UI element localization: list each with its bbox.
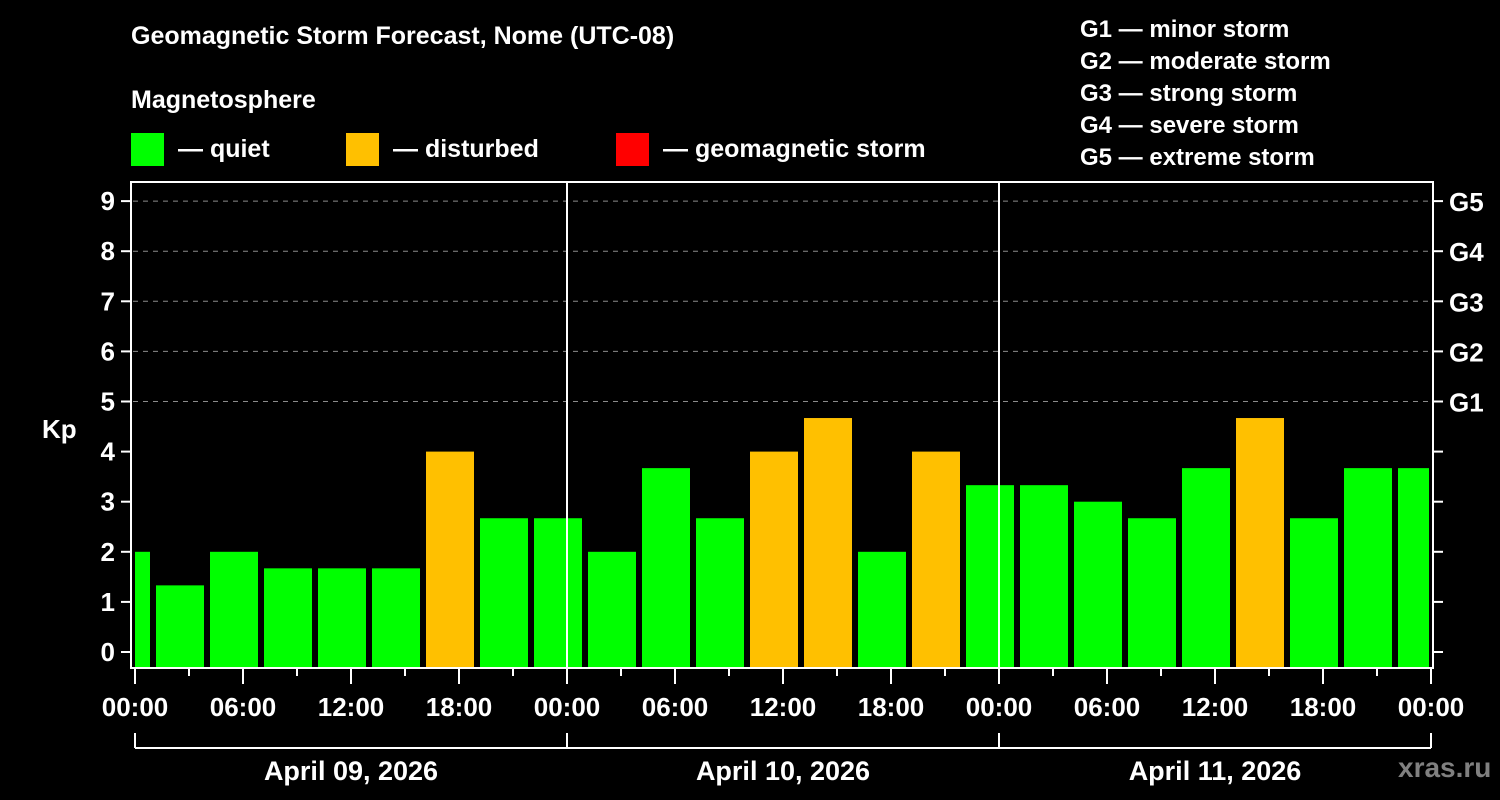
kp-bar <box>912 451 960 667</box>
chart-subtitle: Magnetosphere <box>131 86 316 114</box>
x-tick-label: 00:00 <box>1398 692 1465 722</box>
g-level-label: G5 <box>1449 187 1484 217</box>
kp-bar <box>1074 501 1122 667</box>
x-tick-label: 18:00 <box>426 692 493 722</box>
g-scale-g4: G4 — severe storm <box>1080 112 1299 139</box>
legend-quiet-label: — quiet <box>178 134 270 163</box>
legend-quiet: — quiet <box>131 132 270 166</box>
x-tick-label: 06:00 <box>1074 692 1141 722</box>
g-level-label: G1 <box>1449 388 1484 418</box>
kp-bar <box>156 585 204 667</box>
g-scale-g3: G3 — strong storm <box>1080 80 1298 107</box>
g-scale-g1: G1 — minor storm <box>1080 16 1290 43</box>
watermark: xras.ru <box>1398 752 1492 783</box>
x-tick-label: 00:00 <box>966 692 1033 722</box>
y-tick-label: 5 <box>101 387 115 417</box>
g-scale-legend: G1 — minor storm G2 — moderate storm G3 … <box>1080 14 1331 174</box>
y-tick-label: 4 <box>101 437 116 467</box>
kp-bar <box>372 568 420 667</box>
legend-storm: — geomagnetic storm <box>616 132 926 166</box>
legend-storm-swatch <box>616 132 649 166</box>
y-tick-label: 0 <box>101 637 115 667</box>
y-tick-label: 1 <box>101 587 115 617</box>
kp-bar <box>966 485 1014 667</box>
kp-bar <box>1290 518 1338 667</box>
legend-disturbed-swatch <box>346 132 379 166</box>
kp-bar <box>210 551 258 667</box>
x-tick-label: 06:00 <box>642 692 709 722</box>
kp-bar <box>1128 518 1176 667</box>
kp-bar <box>480 518 528 667</box>
kp-bar <box>642 468 690 667</box>
kp-bar <box>1182 468 1230 667</box>
legend-disturbed-label: — disturbed <box>393 134 539 163</box>
kp-bar <box>804 418 852 667</box>
y-axis-label: Kp <box>42 414 77 444</box>
x-tick-label: 18:00 <box>1290 692 1357 722</box>
kp-bar <box>1020 485 1068 667</box>
bars-group <box>135 418 1429 667</box>
x-tick-label: 12:00 <box>750 692 817 722</box>
kp-bar <box>1398 468 1429 667</box>
x-tick-label: 06:00 <box>210 692 277 722</box>
g-level-label: G3 <box>1449 287 1484 317</box>
date-label: April 11, 2026 <box>1129 756 1302 786</box>
kp-bar <box>750 451 798 667</box>
x-tick-label: 00:00 <box>534 692 601 722</box>
kp-bar <box>264 568 312 667</box>
y-tick-label: 9 <box>101 186 115 216</box>
g-level-label: G4 <box>1449 237 1484 267</box>
y-tick-label: 6 <box>101 336 115 366</box>
kp-bar <box>1344 468 1392 667</box>
kp-bar <box>318 568 366 667</box>
kp-bar <box>588 551 636 667</box>
kp-bar <box>696 518 744 667</box>
legend-storm-label: — geomagnetic storm <box>663 134 926 163</box>
kp-bar <box>858 551 906 667</box>
kp-bar <box>534 518 582 667</box>
g-scale-g2: G2 — moderate storm <box>1080 48 1331 75</box>
x-tick-label: 12:00 <box>318 692 385 722</box>
g-scale-g5: G5 — extreme storm <box>1080 144 1315 171</box>
chart-title: Geomagnetic Storm Forecast, Nome (UTC-08… <box>131 22 675 50</box>
kp-bar <box>426 451 474 667</box>
y-tick-label: 7 <box>101 286 115 316</box>
kp-bar <box>1236 418 1284 667</box>
g-level-label: G2 <box>1449 337 1484 367</box>
x-tick-label: 00:00 <box>102 692 169 722</box>
date-label: April 10, 2026 <box>696 756 870 786</box>
kp-bar <box>135 551 150 667</box>
date-label: April 09, 2026 <box>264 756 438 786</box>
legend-disturbed: — disturbed <box>346 132 539 166</box>
y-tick-label: 2 <box>101 537 115 567</box>
x-tick-label: 12:00 <box>1182 692 1249 722</box>
x-tick-label: 18:00 <box>858 692 925 722</box>
y-tick-label: 8 <box>101 236 115 266</box>
legend-quiet-swatch <box>131 132 164 166</box>
y-tick-label: 3 <box>101 487 115 517</box>
